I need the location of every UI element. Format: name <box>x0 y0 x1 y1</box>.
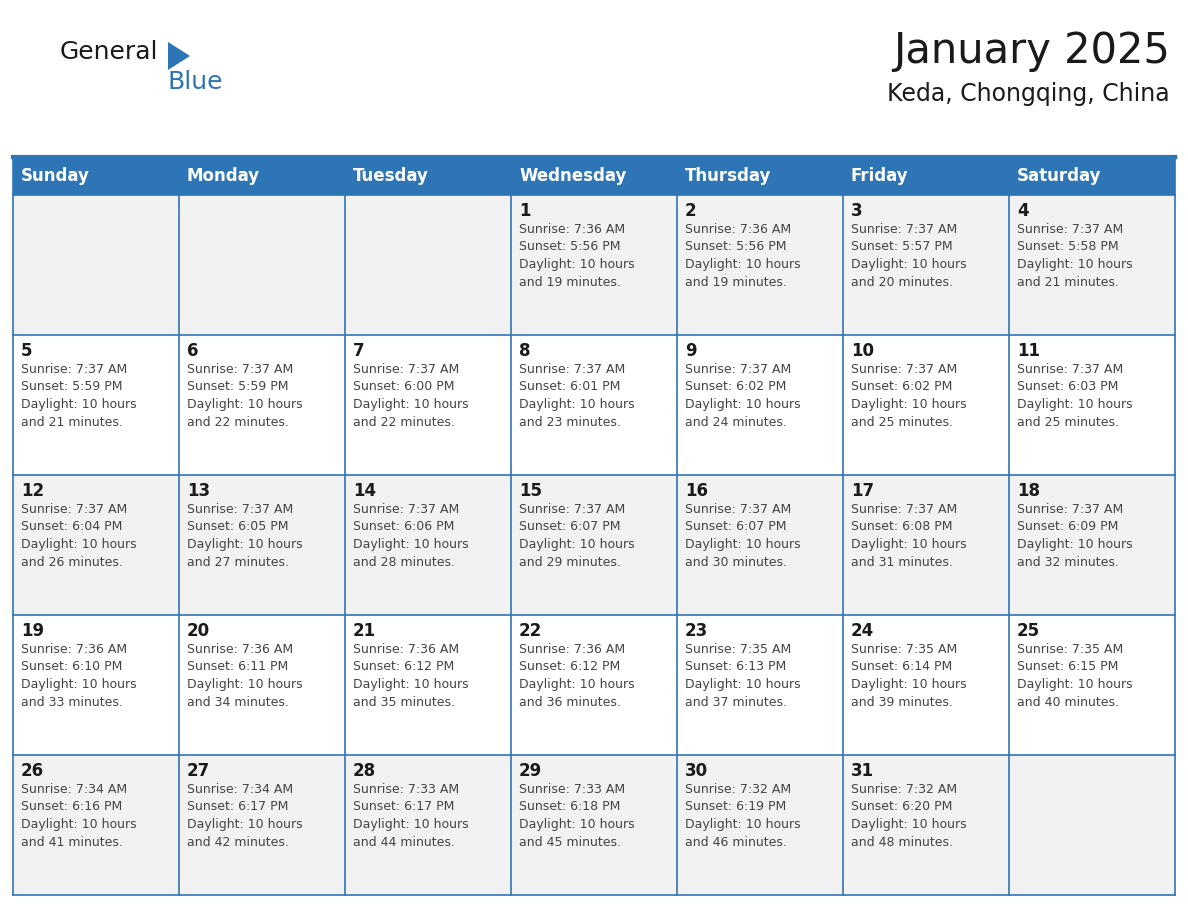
Bar <box>677 157 843 195</box>
Bar <box>13 615 1175 755</box>
Text: Sunrise: 7:37 AM
Sunset: 6:06 PM
Daylight: 10 hours
and 28 minutes.: Sunrise: 7:37 AM Sunset: 6:06 PM Dayligh… <box>353 503 468 568</box>
Text: Sunrise: 7:37 AM
Sunset: 6:07 PM
Daylight: 10 hours
and 29 minutes.: Sunrise: 7:37 AM Sunset: 6:07 PM Dayligh… <box>519 503 634 568</box>
Text: Sunrise: 7:37 AM
Sunset: 5:58 PM
Daylight: 10 hours
and 21 minutes.: Sunrise: 7:37 AM Sunset: 5:58 PM Dayligh… <box>1017 223 1132 288</box>
Text: Sunrise: 7:37 AM
Sunset: 6:05 PM
Daylight: 10 hours
and 27 minutes.: Sunrise: 7:37 AM Sunset: 6:05 PM Dayligh… <box>187 503 303 568</box>
Text: Friday: Friday <box>851 167 909 185</box>
Text: 24: 24 <box>851 622 874 640</box>
Text: Sunrise: 7:34 AM
Sunset: 6:16 PM
Daylight: 10 hours
and 41 minutes.: Sunrise: 7:34 AM Sunset: 6:16 PM Dayligh… <box>21 783 137 848</box>
Text: 13: 13 <box>187 482 210 500</box>
Text: Sunrise: 7:35 AM
Sunset: 6:14 PM
Daylight: 10 hours
and 39 minutes.: Sunrise: 7:35 AM Sunset: 6:14 PM Dayligh… <box>851 643 967 709</box>
Text: Thursday: Thursday <box>685 167 771 185</box>
Text: 2: 2 <box>685 202 696 220</box>
Text: Sunrise: 7:37 AM
Sunset: 6:01 PM
Daylight: 10 hours
and 23 minutes.: Sunrise: 7:37 AM Sunset: 6:01 PM Dayligh… <box>519 363 634 429</box>
Text: Monday: Monday <box>187 167 260 185</box>
Text: 22: 22 <box>519 622 542 640</box>
Text: Tuesday: Tuesday <box>353 167 429 185</box>
Text: Sunrise: 7:36 AM
Sunset: 6:12 PM
Daylight: 10 hours
and 36 minutes.: Sunrise: 7:36 AM Sunset: 6:12 PM Dayligh… <box>519 643 634 709</box>
Text: Sunrise: 7:35 AM
Sunset: 6:13 PM
Daylight: 10 hours
and 37 minutes.: Sunrise: 7:35 AM Sunset: 6:13 PM Dayligh… <box>685 643 801 709</box>
Text: Sunrise: 7:36 AM
Sunset: 6:10 PM
Daylight: 10 hours
and 33 minutes.: Sunrise: 7:36 AM Sunset: 6:10 PM Dayligh… <box>21 643 137 709</box>
Text: 6: 6 <box>187 342 198 360</box>
Text: Sunrise: 7:37 AM
Sunset: 6:04 PM
Daylight: 10 hours
and 26 minutes.: Sunrise: 7:37 AM Sunset: 6:04 PM Dayligh… <box>21 503 137 568</box>
Text: 23: 23 <box>685 622 708 640</box>
Bar <box>1009 157 1175 195</box>
Text: 28: 28 <box>353 762 377 780</box>
Text: 10: 10 <box>851 342 874 360</box>
Bar <box>843 157 1009 195</box>
Text: 31: 31 <box>851 762 874 780</box>
Bar <box>511 157 677 195</box>
Text: Sunrise: 7:37 AM
Sunset: 5:57 PM
Daylight: 10 hours
and 20 minutes.: Sunrise: 7:37 AM Sunset: 5:57 PM Dayligh… <box>851 223 967 288</box>
Text: Sunrise: 7:35 AM
Sunset: 6:15 PM
Daylight: 10 hours
and 40 minutes.: Sunrise: 7:35 AM Sunset: 6:15 PM Dayligh… <box>1017 643 1132 709</box>
Text: Wednesday: Wednesday <box>519 167 626 185</box>
Text: 11: 11 <box>1017 342 1040 360</box>
Text: 12: 12 <box>21 482 44 500</box>
Text: Sunrise: 7:34 AM
Sunset: 6:17 PM
Daylight: 10 hours
and 42 minutes.: Sunrise: 7:34 AM Sunset: 6:17 PM Dayligh… <box>187 783 303 848</box>
Text: 30: 30 <box>685 762 708 780</box>
Bar <box>13 755 1175 895</box>
Text: 9: 9 <box>685 342 696 360</box>
Text: Sunrise: 7:37 AM
Sunset: 5:59 PM
Daylight: 10 hours
and 21 minutes.: Sunrise: 7:37 AM Sunset: 5:59 PM Dayligh… <box>21 363 137 429</box>
Bar <box>179 157 345 195</box>
Text: General: General <box>61 40 158 64</box>
Text: Sunrise: 7:33 AM
Sunset: 6:17 PM
Daylight: 10 hours
and 44 minutes.: Sunrise: 7:33 AM Sunset: 6:17 PM Dayligh… <box>353 783 468 848</box>
Text: 14: 14 <box>353 482 377 500</box>
Text: 27: 27 <box>187 762 210 780</box>
Text: Sunrise: 7:37 AM
Sunset: 6:07 PM
Daylight: 10 hours
and 30 minutes.: Sunrise: 7:37 AM Sunset: 6:07 PM Dayligh… <box>685 503 801 568</box>
Text: 7: 7 <box>353 342 365 360</box>
Text: Sunrise: 7:37 AM
Sunset: 6:02 PM
Daylight: 10 hours
and 24 minutes.: Sunrise: 7:37 AM Sunset: 6:02 PM Dayligh… <box>685 363 801 429</box>
Text: 19: 19 <box>21 622 44 640</box>
Text: Sunrise: 7:33 AM
Sunset: 6:18 PM
Daylight: 10 hours
and 45 minutes.: Sunrise: 7:33 AM Sunset: 6:18 PM Dayligh… <box>519 783 634 848</box>
Text: Sunrise: 7:37 AM
Sunset: 5:59 PM
Daylight: 10 hours
and 22 minutes.: Sunrise: 7:37 AM Sunset: 5:59 PM Dayligh… <box>187 363 303 429</box>
Text: 25: 25 <box>1017 622 1041 640</box>
Text: 26: 26 <box>21 762 44 780</box>
Text: Blue: Blue <box>168 70 223 94</box>
Text: 4: 4 <box>1017 202 1029 220</box>
Text: 16: 16 <box>685 482 708 500</box>
Text: Sunrise: 7:32 AM
Sunset: 6:20 PM
Daylight: 10 hours
and 48 minutes.: Sunrise: 7:32 AM Sunset: 6:20 PM Dayligh… <box>851 783 967 848</box>
Text: 20: 20 <box>187 622 210 640</box>
Text: Sunrise: 7:37 AM
Sunset: 6:00 PM
Daylight: 10 hours
and 22 minutes.: Sunrise: 7:37 AM Sunset: 6:00 PM Dayligh… <box>353 363 468 429</box>
Bar <box>13 157 179 195</box>
Text: Sunrise: 7:37 AM
Sunset: 6:03 PM
Daylight: 10 hours
and 25 minutes.: Sunrise: 7:37 AM Sunset: 6:03 PM Dayligh… <box>1017 363 1132 429</box>
Text: 3: 3 <box>851 202 862 220</box>
Text: 17: 17 <box>851 482 874 500</box>
Text: Sunrise: 7:36 AM
Sunset: 5:56 PM
Daylight: 10 hours
and 19 minutes.: Sunrise: 7:36 AM Sunset: 5:56 PM Dayligh… <box>685 223 801 288</box>
Text: 8: 8 <box>519 342 531 360</box>
Text: 1: 1 <box>519 202 531 220</box>
Text: Sunrise: 7:36 AM
Sunset: 5:56 PM
Daylight: 10 hours
and 19 minutes.: Sunrise: 7:36 AM Sunset: 5:56 PM Dayligh… <box>519 223 634 288</box>
Polygon shape <box>168 42 190 70</box>
Text: Sunrise: 7:37 AM
Sunset: 6:09 PM
Daylight: 10 hours
and 32 minutes.: Sunrise: 7:37 AM Sunset: 6:09 PM Dayligh… <box>1017 503 1132 568</box>
Bar <box>13 335 1175 475</box>
Text: Sunrise: 7:32 AM
Sunset: 6:19 PM
Daylight: 10 hours
and 46 minutes.: Sunrise: 7:32 AM Sunset: 6:19 PM Dayligh… <box>685 783 801 848</box>
Text: January 2025: January 2025 <box>893 30 1170 72</box>
Text: Keda, Chongqing, China: Keda, Chongqing, China <box>887 82 1170 106</box>
Text: Saturday: Saturday <box>1017 167 1101 185</box>
Bar <box>13 475 1175 615</box>
Bar <box>13 195 1175 335</box>
Text: Sunrise: 7:36 AM
Sunset: 6:12 PM
Daylight: 10 hours
and 35 minutes.: Sunrise: 7:36 AM Sunset: 6:12 PM Dayligh… <box>353 643 468 709</box>
Text: Sunrise: 7:36 AM
Sunset: 6:11 PM
Daylight: 10 hours
and 34 minutes.: Sunrise: 7:36 AM Sunset: 6:11 PM Dayligh… <box>187 643 303 709</box>
Text: Sunrise: 7:37 AM
Sunset: 6:02 PM
Daylight: 10 hours
and 25 minutes.: Sunrise: 7:37 AM Sunset: 6:02 PM Dayligh… <box>851 363 967 429</box>
Bar <box>345 157 511 195</box>
Text: 21: 21 <box>353 622 377 640</box>
Text: Sunrise: 7:37 AM
Sunset: 6:08 PM
Daylight: 10 hours
and 31 minutes.: Sunrise: 7:37 AM Sunset: 6:08 PM Dayligh… <box>851 503 967 568</box>
Text: 29: 29 <box>519 762 542 780</box>
Text: 15: 15 <box>519 482 542 500</box>
Text: 18: 18 <box>1017 482 1040 500</box>
Text: 5: 5 <box>21 342 32 360</box>
Text: Sunday: Sunday <box>21 167 90 185</box>
